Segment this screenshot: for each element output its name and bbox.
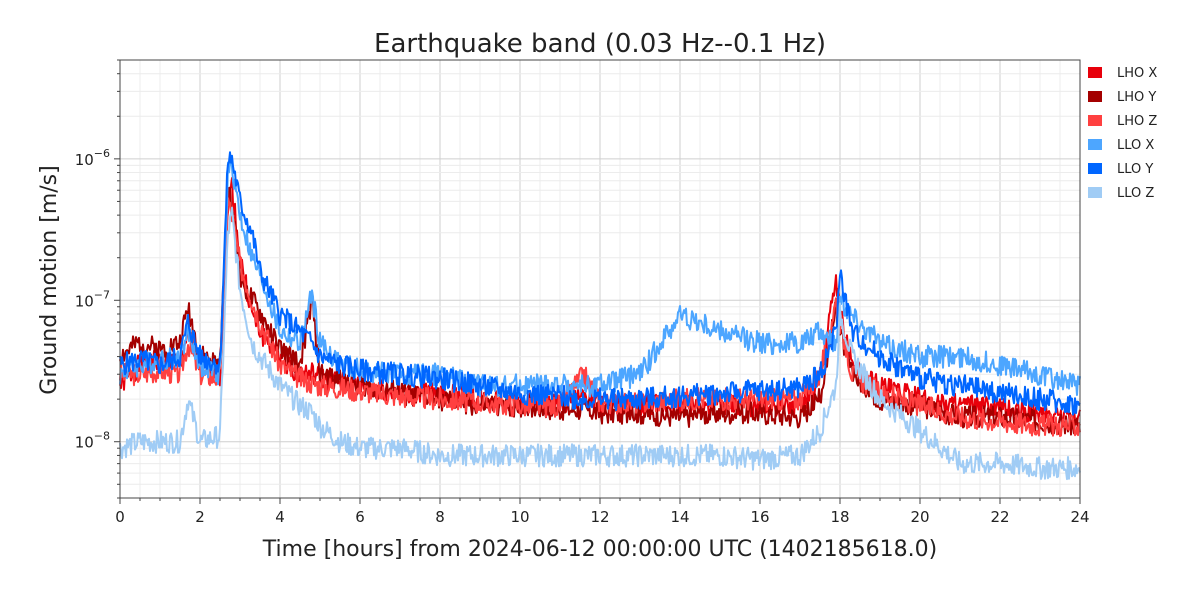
legend-label: LLO Z (1117, 186, 1154, 201)
legend-swatch (1088, 139, 1102, 150)
series-line-llo-y (119, 151, 1081, 416)
y-tick-label: 10−8 (75, 430, 110, 452)
x-tick-label: 22 (990, 508, 1009, 526)
legend-layer: LHO X LHO Y LHO Z LLO X LLO Y LLO Z (1088, 66, 1157, 201)
y-tick-label: 10−7 (75, 288, 110, 310)
x-tick-label: 24 (1070, 508, 1089, 526)
x-tick-label: 12 (590, 508, 609, 526)
legend-swatch (1088, 115, 1102, 126)
x-tick-label: 10 (510, 508, 529, 526)
legend-label: LHO Y (1117, 90, 1156, 105)
x-tick-label: 6 (355, 508, 365, 526)
x-tick-label: 14 (670, 508, 689, 526)
x-tick-label: 2 (195, 508, 205, 526)
y-axis-label: Ground motion [m/s] (37, 165, 62, 394)
grid-layer (119, 59, 1081, 499)
y-tick-label: 10−6 (75, 147, 110, 169)
x-tick-label: 16 (750, 508, 769, 526)
legend-label: LLO Y (1117, 162, 1153, 177)
legend-label: LHO X (1117, 66, 1157, 81)
legend-swatch (1088, 163, 1102, 174)
x-tick-label: 8 (435, 508, 445, 526)
chart-title: Earthquake band (0.03 Hz--0.1 Hz) (374, 29, 826, 59)
x-axis-label: Time [hours] from 2024-06-12 00:00:00 UT… (262, 537, 937, 562)
x-tick-label: 0 (115, 508, 125, 526)
x-tick-label: 20 (910, 508, 929, 526)
legend-swatch (1088, 67, 1102, 78)
series-layer (119, 151, 1081, 481)
series-line-llo-x (119, 156, 1081, 398)
legend-swatch (1088, 91, 1102, 102)
legend-swatch (1088, 187, 1102, 198)
x-tick-label: 18 (830, 508, 849, 526)
x-tick-label: 4 (275, 508, 285, 526)
legend-label: LLO X (1117, 138, 1154, 153)
legend-label: LHO Z (1117, 114, 1157, 129)
series-line-llo-z (119, 206, 1081, 481)
